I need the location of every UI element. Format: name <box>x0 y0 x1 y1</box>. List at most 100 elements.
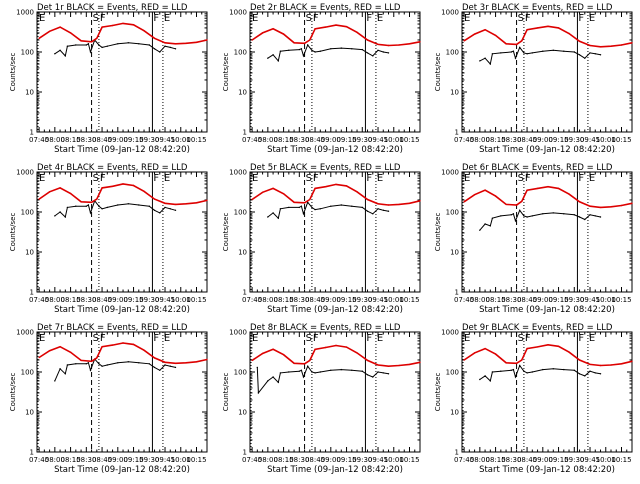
x-tick-label: 07:45 <box>242 136 262 144</box>
marker-label: E <box>252 173 258 184</box>
series-line-lld <box>251 183 421 206</box>
data-point-events <box>169 365 171 367</box>
data-point-events <box>599 54 602 56</box>
x-tick-label: 08:45 <box>92 136 112 144</box>
marker-label: E <box>39 173 45 184</box>
data-point-lld <box>463 359 465 361</box>
data-point-lld <box>494 195 497 197</box>
data-point-events <box>599 216 602 218</box>
data-point-events <box>584 218 586 221</box>
marker-label: E <box>464 173 470 184</box>
data-point-lld <box>557 345 560 347</box>
data-point-events <box>377 49 379 51</box>
y-tick-label: 100 <box>21 369 34 377</box>
x-tick-label: 07:45 <box>242 456 262 464</box>
x-tick-label: 10:00 <box>384 456 404 464</box>
data-point-lld <box>377 364 379 366</box>
panel-title: Det 6r BLACK = Events, RED = LLD <box>462 163 613 173</box>
x-tick-label: 09:15 <box>336 296 356 304</box>
marker-label: S <box>93 13 99 24</box>
data-point-events <box>307 44 309 46</box>
data-point-events <box>512 213 515 215</box>
data-point-events <box>164 45 166 47</box>
data-point-lld <box>463 40 465 42</box>
data-point-lld <box>195 41 198 43</box>
y-tick-label: 10 <box>450 409 459 417</box>
data-point-lld <box>589 44 591 47</box>
data-point-lld <box>578 40 581 42</box>
marker-label: E <box>377 13 383 24</box>
x-tick-label: 09:15 <box>336 136 356 144</box>
data-point-lld <box>620 44 623 46</box>
x-tick-label: 10:15 <box>399 136 419 144</box>
x-tick-label: 10:15 <box>611 296 631 304</box>
panel-title: Det 8r BLACK = Events, RED = LLD <box>250 323 401 333</box>
x-tick-label: 10:00 <box>384 136 404 144</box>
plot-frame <box>36 171 208 293</box>
data-point-events <box>59 211 61 213</box>
data-point-lld <box>314 187 316 190</box>
data-point-lld <box>515 43 518 46</box>
marker-label: F <box>366 13 372 24</box>
y-tick-label: 10 <box>238 89 247 97</box>
data-point-events <box>372 55 374 57</box>
plot-frame <box>36 11 208 133</box>
data-point-events <box>361 370 363 372</box>
marker-label: S <box>518 173 524 184</box>
data-point-lld <box>599 364 602 367</box>
data-point-lld <box>631 42 633 44</box>
marker-label: F <box>578 173 584 184</box>
series-line-lld <box>463 185 633 209</box>
data-point-events <box>148 44 150 46</box>
data-point-lld <box>90 360 93 362</box>
x-tick-label: 08:00 <box>258 296 278 304</box>
data-point-events <box>314 51 316 53</box>
data-point-lld <box>261 32 264 34</box>
data-point-lld <box>174 203 177 206</box>
data-point-lld <box>132 24 135 26</box>
data-point-lld <box>526 189 528 191</box>
panel-det-5: Det 5r BLACK = Events, RED = LLD 1 10 100 10… <box>222 163 421 315</box>
y-tick-label: 1 <box>30 289 34 297</box>
data-point-lld <box>484 189 486 191</box>
data-point-events <box>85 44 88 46</box>
y-tick-label: 1 <box>455 289 459 297</box>
data-point-lld <box>111 185 114 187</box>
y-tick-label: 100 <box>21 49 34 57</box>
data-point-events <box>484 57 486 59</box>
x-tick-label: 08:30 <box>76 456 96 464</box>
plot-frame <box>461 11 633 133</box>
data-point-lld <box>505 43 507 45</box>
data-point-lld <box>484 347 486 350</box>
x-tick-label: 08:30 <box>501 456 521 464</box>
data-point-events <box>314 208 316 211</box>
y-tick-label: 1000 <box>441 9 459 17</box>
y-axis-label: Counts/sec <box>9 373 17 412</box>
data-point-lld <box>419 361 421 363</box>
data-point-lld <box>174 43 177 45</box>
marker-label: F <box>366 333 372 344</box>
data-point-events <box>523 52 525 54</box>
data-point-lld <box>521 200 523 202</box>
data-point-events <box>594 53 596 55</box>
x-tick-label: 09:30 <box>564 296 584 304</box>
data-point-events <box>319 371 321 373</box>
data-point-events <box>387 210 390 212</box>
x-tick-label: 08:00 <box>470 296 490 304</box>
data-point-lld <box>408 202 411 204</box>
data-point-events <box>387 373 390 375</box>
marker-label: F <box>153 13 159 24</box>
x-tick-label: 09:00 <box>321 296 341 304</box>
data-point-events <box>75 363 77 365</box>
data-point-events <box>479 229 481 231</box>
marker-label: F <box>100 333 106 344</box>
x-tick-label: 09:45 <box>580 296 600 304</box>
data-point-events <box>489 63 491 65</box>
marker-label: F <box>525 13 531 24</box>
data-point-events <box>169 208 171 210</box>
data-point-lld <box>473 352 476 354</box>
y-axis-label: Counts/sec <box>222 53 230 92</box>
data-point-events <box>563 368 565 371</box>
data-point-lld <box>38 356 40 359</box>
y-axis-label: Counts/sec <box>9 53 17 92</box>
